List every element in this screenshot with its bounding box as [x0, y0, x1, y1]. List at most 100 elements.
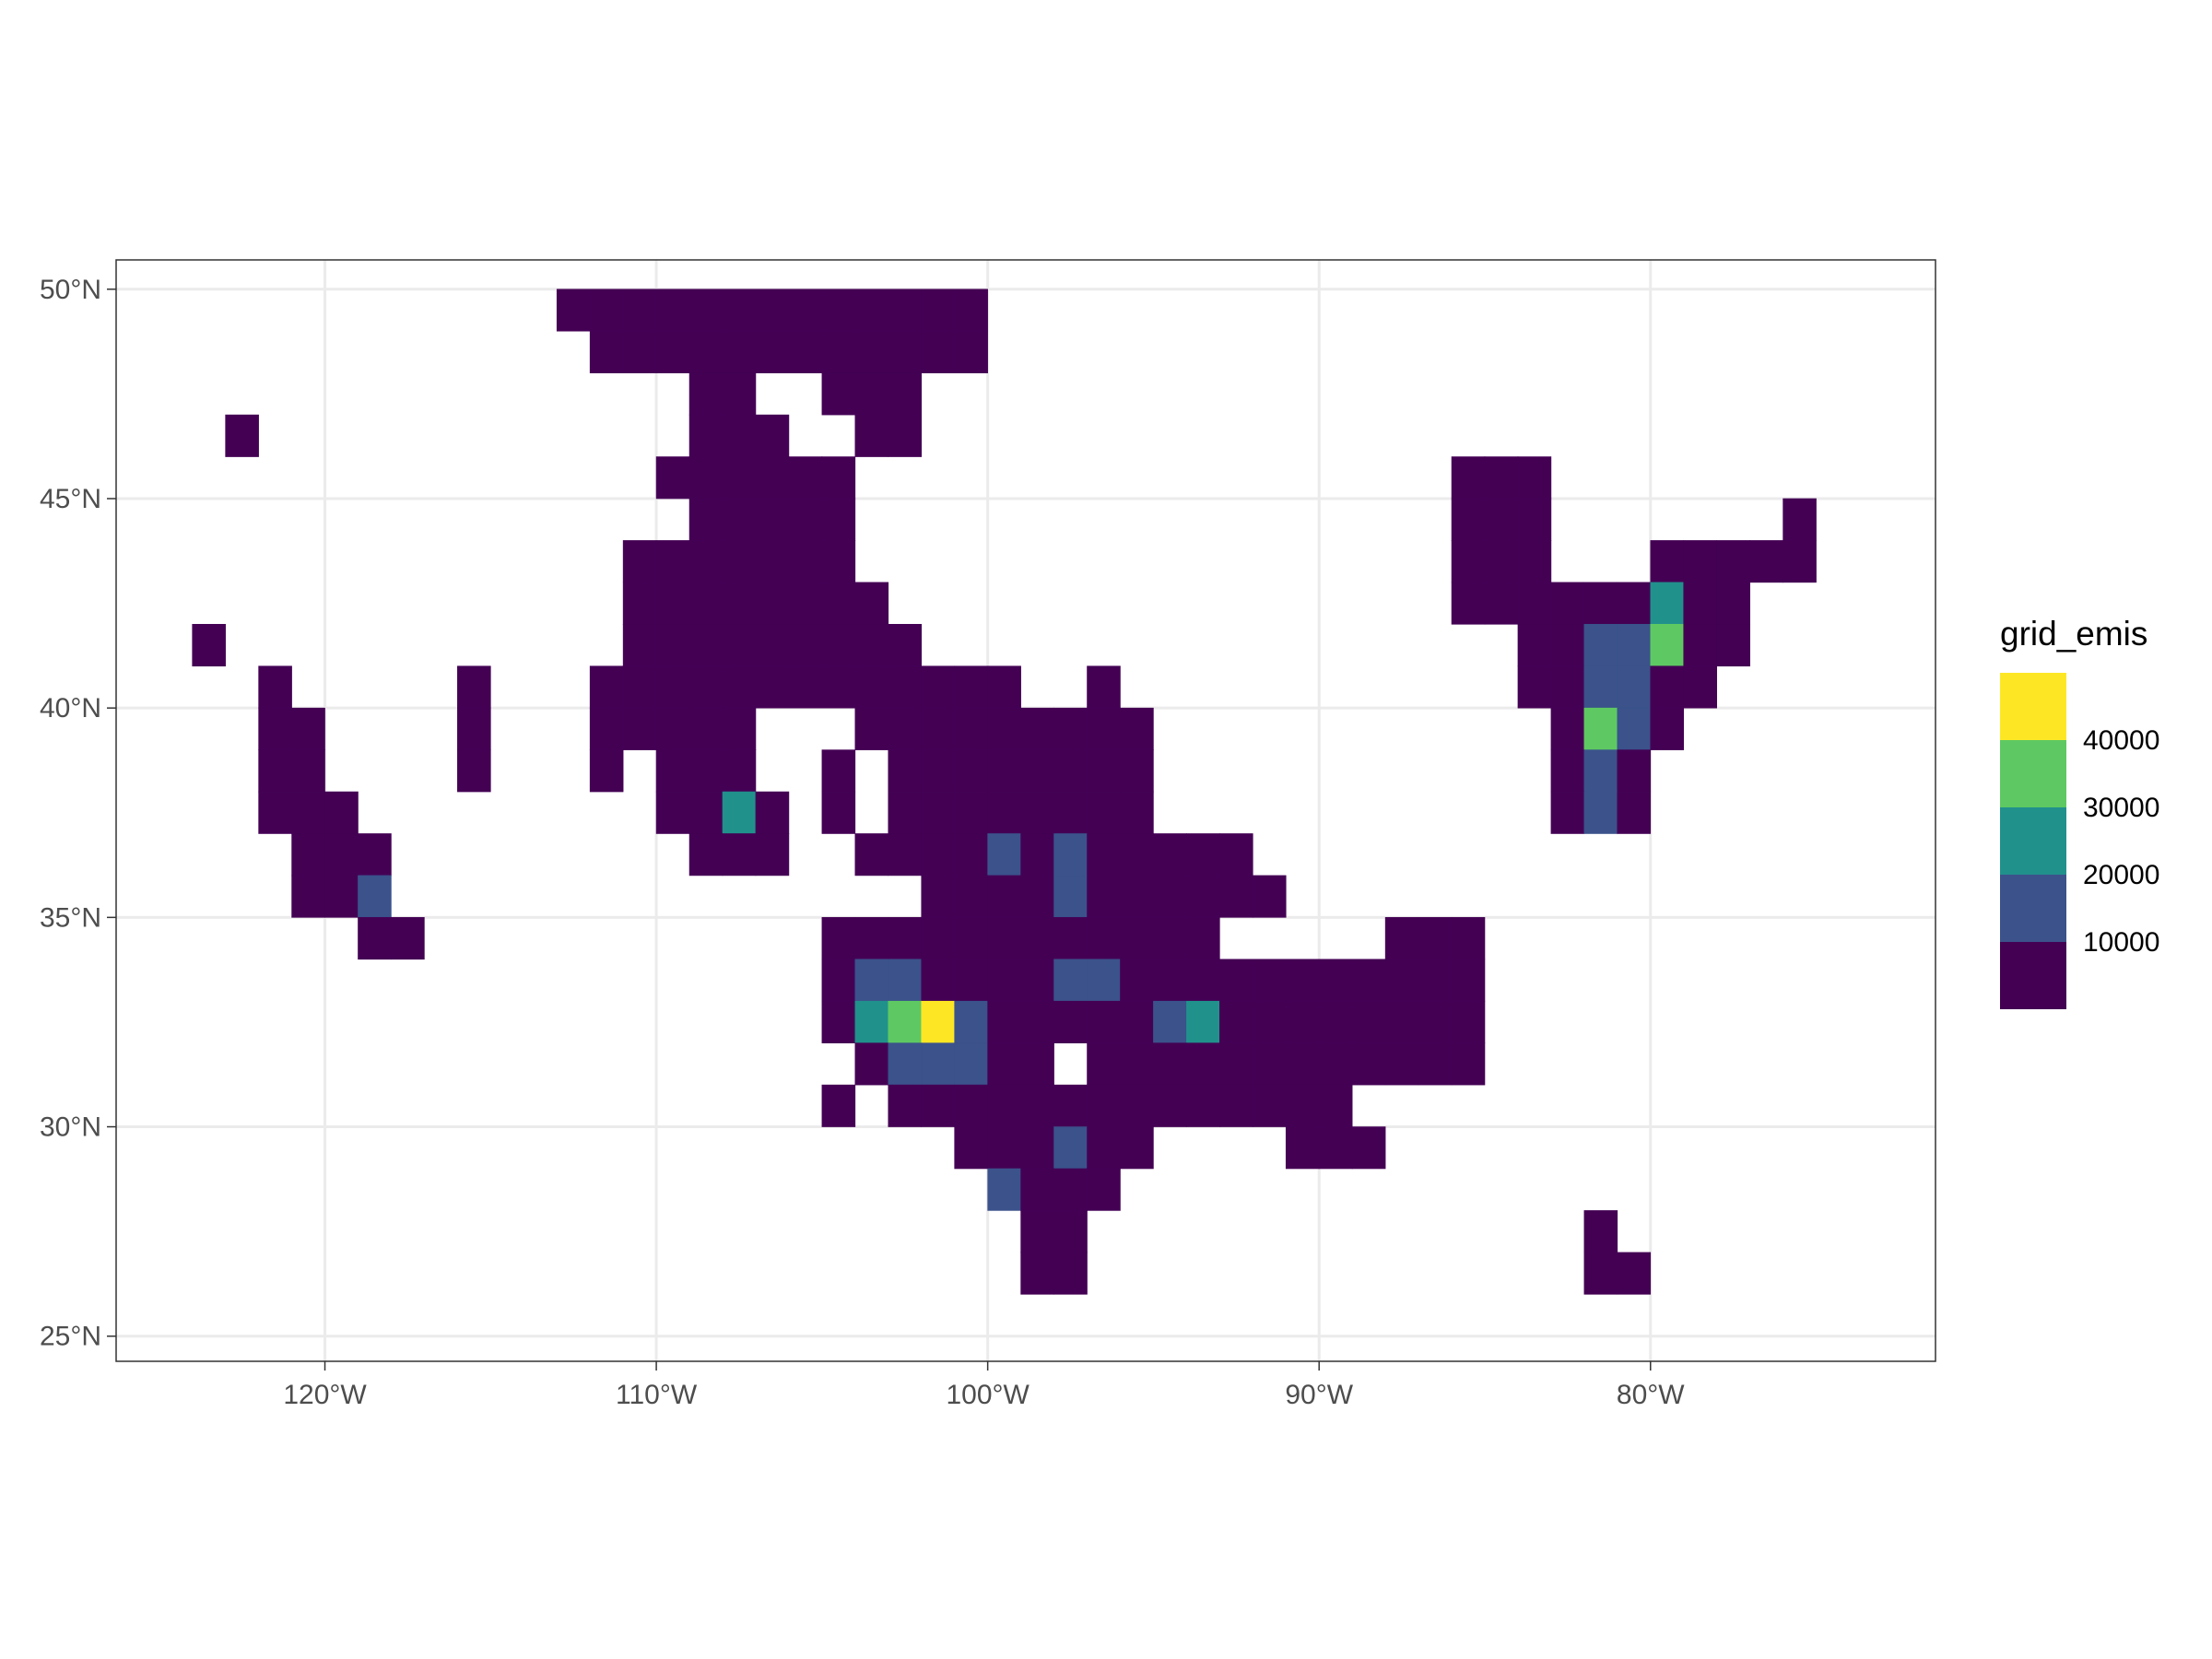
grid-cell [655, 791, 690, 834]
grid-cell [1783, 540, 1817, 583]
x-tick-label: 120°W [283, 1380, 367, 1410]
grid-cell [1020, 1252, 1054, 1295]
grid-cell [622, 707, 657, 750]
grid-cell [921, 833, 955, 877]
emission-cells [192, 288, 1817, 1295]
grid-cell [987, 917, 1021, 960]
grid-cell [688, 498, 724, 541]
grid-cell [1484, 582, 1519, 625]
grid-cell [1650, 624, 1685, 667]
grid-cell [688, 582, 724, 625]
grid-cell [1318, 1042, 1353, 1086]
grid-cell [1285, 959, 1320, 1002]
grid-cell [688, 414, 724, 457]
legend-label: 30000 [2083, 793, 2159, 823]
grid-cell [821, 959, 856, 1002]
grid-cell [358, 833, 392, 877]
grid-cell [722, 288, 757, 332]
x-tick-label: 80°W [1617, 1380, 1685, 1410]
grid-cell [854, 288, 889, 332]
grid-cell [821, 1084, 856, 1127]
grid-cell [1253, 875, 1287, 918]
grid-cell [1219, 1042, 1253, 1086]
grid-cell [1418, 1042, 1453, 1086]
grid-cell [1020, 1042, 1054, 1086]
grid-cell [854, 917, 889, 960]
grid-cell [987, 1084, 1021, 1127]
grid-cell [1087, 875, 1121, 918]
grid-cell [1384, 1000, 1419, 1043]
grid-cell [1219, 959, 1253, 1002]
grid-cell [755, 414, 790, 457]
grid-cell [1451, 498, 1486, 541]
grid-cell [1053, 1168, 1088, 1211]
grid-cell [821, 540, 856, 583]
grid-cell [1020, 791, 1054, 834]
grid-cell [722, 330, 757, 373]
grid-cell [1087, 749, 1121, 793]
grid-cell [1120, 959, 1154, 1002]
grid-cell [655, 540, 690, 583]
grid-cell [1253, 1042, 1287, 1086]
grid-cell [921, 707, 955, 750]
grid-cell [788, 665, 823, 709]
grid-cell [1020, 833, 1054, 877]
y-tick-label: 45°N [40, 484, 101, 514]
grid-cell [358, 875, 392, 918]
grid-cell [1384, 959, 1419, 1002]
grid-cell [987, 749, 1021, 793]
grid-cell [556, 288, 591, 332]
grid-cell [954, 917, 988, 960]
grid-cell [258, 749, 292, 793]
grid-cell [1783, 498, 1817, 541]
grid-cell [1053, 791, 1088, 834]
grid-cell [1153, 1084, 1187, 1127]
grid-cell [1053, 707, 1088, 750]
grid-cell [755, 833, 790, 877]
grid-cell [324, 791, 359, 834]
grid-cell [921, 288, 955, 332]
grid-cell [1583, 1210, 1618, 1253]
grid-cell [1418, 1000, 1453, 1043]
grid-cell [1120, 707, 1154, 750]
grid-cell [589, 330, 624, 373]
legend-label: 40000 [2083, 725, 2159, 756]
legend-key [2000, 875, 2066, 942]
grid-cell [1517, 665, 1552, 709]
grid-cell [1020, 749, 1054, 793]
grid-cell [1484, 540, 1519, 583]
grid-cell [921, 330, 955, 373]
grid-cell [1451, 540, 1486, 583]
grid-cell [1716, 624, 1750, 667]
grid-cell [755, 624, 790, 667]
grid-cell [225, 414, 259, 457]
grid-cell [1253, 959, 1287, 1002]
grid-cell [888, 288, 923, 332]
grid-cell [854, 372, 889, 416]
grid-cell [688, 707, 724, 750]
grid-cell [655, 624, 690, 667]
grid-cell [722, 414, 757, 457]
grid-cell [1451, 582, 1486, 625]
grid-cell [788, 498, 823, 541]
grid-cell [1617, 582, 1652, 625]
grid-cell [888, 624, 923, 667]
grid-cell [655, 330, 690, 373]
grid-cell [1285, 1126, 1320, 1170]
grid-cell [821, 372, 856, 416]
grid-cell [987, 665, 1021, 709]
grid-cell [291, 791, 325, 834]
grid-cell [1120, 791, 1154, 834]
grid-cell [987, 707, 1021, 750]
plot-panel-border [115, 259, 1936, 1362]
grid-cell [1318, 1000, 1353, 1043]
grid-cell [1583, 582, 1618, 625]
grid-cell [1683, 540, 1717, 583]
grid-cell [1451, 1042, 1486, 1086]
grid-cell [1153, 875, 1187, 918]
grid-cell [1087, 1168, 1121, 1211]
grid-cell [1053, 833, 1088, 877]
legend-key [2000, 740, 2066, 807]
grid-cell [258, 665, 292, 709]
grid-cell [954, 330, 988, 373]
